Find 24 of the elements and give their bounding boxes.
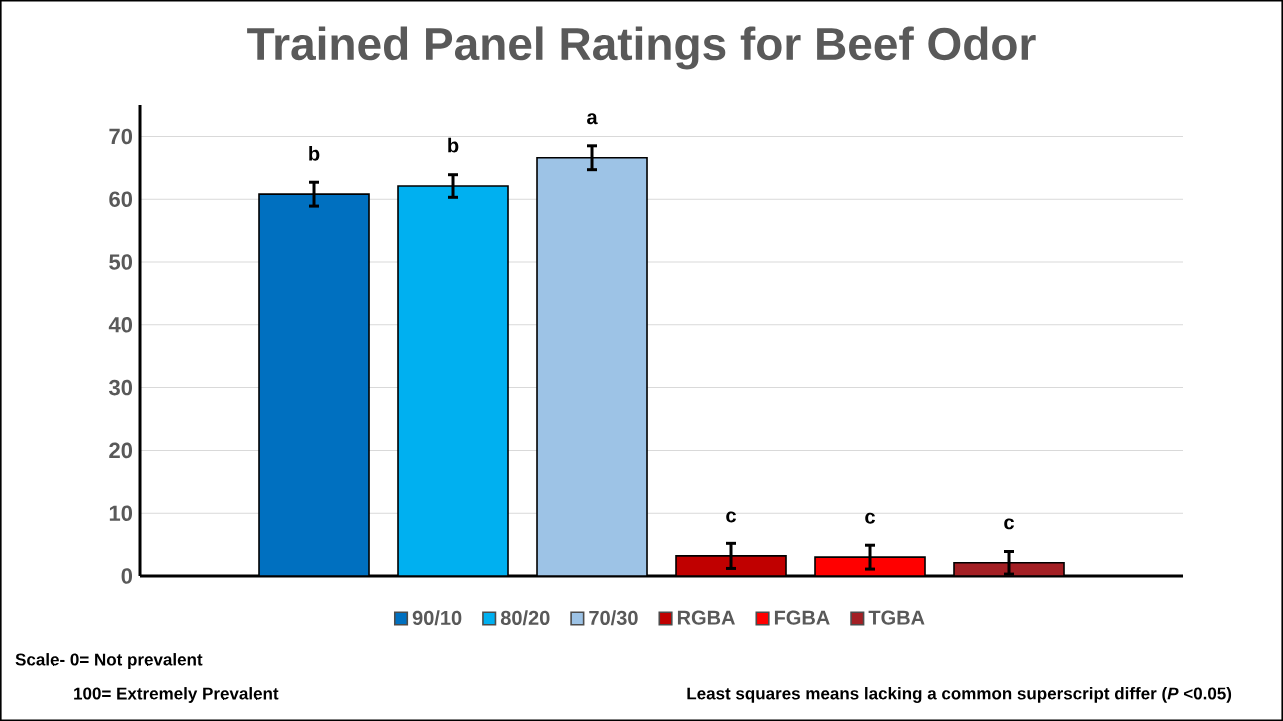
y-tick-label: 10 [109, 505, 133, 521]
text: Least squares means lacking a common superscript differ (P <0.05) [687, 687, 1232, 703]
data-label: c [1004, 518, 1014, 530]
data-label: a [587, 113, 598, 125]
y-tick-label: 70 [109, 128, 133, 145]
legend-label: 70/30 [589, 610, 638, 626]
y-tick-label: 30 [108, 379, 133, 396]
legend-label: RGBA [677, 610, 735, 625]
y-tick-label: 0 [121, 568, 133, 584]
legend-label: FGBA [774, 610, 830, 625]
y-tick-label: 20 [109, 442, 133, 459]
chart-title: Trained Panel Ratings for Beef Odor [247, 26, 1036, 70]
text: Scale- 0= Not prevalent [15, 653, 203, 669]
y-tick-label: 50 [109, 254, 133, 270]
legend-label: 80/20 [500, 610, 550, 626]
data-label: b [309, 146, 320, 161]
legend-label: TGBA [868, 610, 925, 625]
text: 100= Extremely Prevalent [74, 687, 279, 703]
y-tick-label: 60 [109, 191, 133, 207]
y-tick-label: 40 [108, 317, 133, 333]
data-label: c [726, 511, 736, 523]
data-label: b [448, 137, 459, 153]
data-label: c [865, 512, 875, 524]
legend-label: 90/10 [412, 610, 462, 626]
